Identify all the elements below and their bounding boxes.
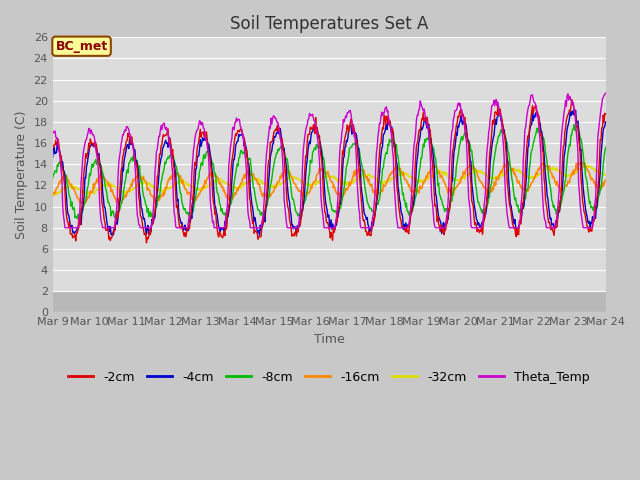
- Y-axis label: Soil Temperature (C): Soil Temperature (C): [15, 110, 28, 239]
- Legend: -2cm, -4cm, -8cm, -16cm, -32cm, Theta_Temp: -2cm, -4cm, -8cm, -16cm, -32cm, Theta_Te…: [63, 366, 595, 389]
- X-axis label: Time: Time: [314, 333, 344, 346]
- Text: BC_met: BC_met: [56, 40, 108, 53]
- Bar: [52, 291, 605, 312]
- Title: Soil Temperatures Set A: Soil Temperatures Set A: [230, 15, 428, 33]
